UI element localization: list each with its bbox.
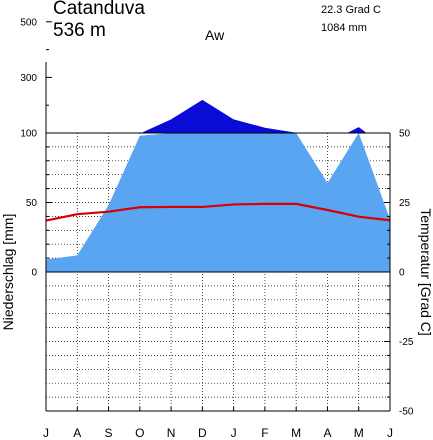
station-elevation: 536 m [53,20,106,41]
x-tick-label: J [387,426,393,440]
x-tick-label: A [323,426,331,440]
precipitation-area-perhumid [46,99,390,133]
annual-precipitation: 1084 mm [321,22,367,34]
y-tick-label-right: -50 [399,407,414,418]
y-tick-label-left: 100 [20,129,37,140]
temperature-layer [45,202,391,222]
y-tick-label-right: 25 [399,198,411,209]
y-tick-label-right: -25 [399,337,414,348]
x-tick-label: S [105,426,113,440]
y-tick-label-left: 300 [20,73,37,84]
mean-temperature: 22.3 Grad C [321,4,381,16]
y-axis-label-right: Temperatur [Grad C] [418,208,433,336]
x-tick-label: D [198,426,207,440]
x-tick-label: N [167,426,176,440]
x-tick-label: J [231,426,237,440]
y-tick-label-right: 0 [399,268,405,279]
y-tick-label-left: 0 [31,268,37,279]
temperature-line [45,202,391,222]
x-tick-label: A [73,426,81,440]
station-name: Catanduva [53,0,145,19]
x-tick-label: O [135,426,144,440]
precipitation-layer [46,99,390,272]
climate-class: Aw [205,27,225,43]
x-tick-label: M [354,426,364,440]
y-tick-label-left: 500 [20,17,37,28]
x-tick-label: J [43,426,49,440]
axes [45,21,391,412]
y-axis-label-left: Niederschlag [mm] [0,214,16,331]
x-tick-label: M [291,426,301,440]
x-tick-label: F [261,426,268,440]
y-tick-label-right: 50 [399,129,411,140]
precipitation-area-humid [46,133,390,272]
y-tick-label-left: 50 [26,198,38,209]
tick-labels: J A S O N D J F M A M J 0 50 100 300 500 -50 -25 0 25 50 [20,17,414,440]
